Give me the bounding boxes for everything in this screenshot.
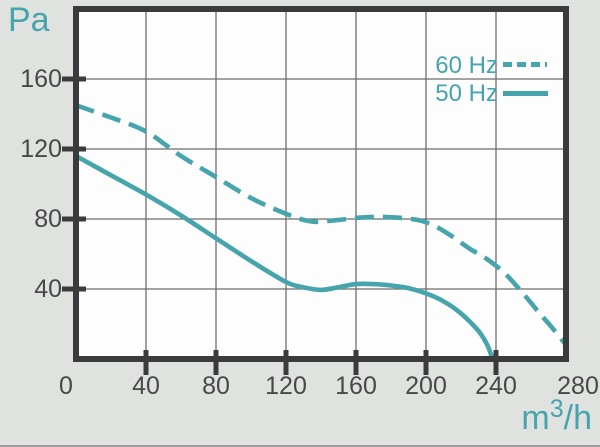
x-unit-superscript: 3 [549, 395, 564, 423]
x-unit-base: m [521, 399, 550, 437]
curves [74, 103, 568, 360]
x-tick-label: 0 [59, 372, 73, 400]
x-axis-unit-label: m3/h [521, 395, 592, 438]
x-tick-label: 160 [335, 372, 377, 400]
x-tick-label: 240 [475, 372, 517, 400]
y-tick-label: 80 [34, 205, 62, 233]
y-tick-label: 120 [20, 135, 62, 163]
curve-60-hz [75, 103, 568, 347]
x-tick-label: 80 [202, 372, 230, 400]
x-tick-label: 120 [265, 372, 307, 400]
x-tick-label: 200 [405, 372, 447, 400]
y-tick-label: 160 [20, 65, 62, 93]
grid-lines [76, 9, 566, 359]
axis-ticks [62, 76, 499, 375]
x-unit-rest: /h [563, 399, 592, 437]
plot-border [73, 6, 569, 362]
legend-label-50hz: 50 Hz [435, 80, 498, 107]
y-axis-unit-label: Pa [8, 1, 50, 39]
x-tick-label: 40 [132, 372, 160, 400]
curve-50-hz [74, 153, 495, 360]
legend-line-samples [503, 62, 548, 96]
plot-area [76, 9, 566, 359]
bottom-edge-shadow [0, 445, 600, 447]
x-tick-label: 280 [557, 372, 599, 400]
legend-label-60hz: 60 Hz [435, 52, 498, 79]
y-tick-label: 40 [34, 275, 62, 303]
